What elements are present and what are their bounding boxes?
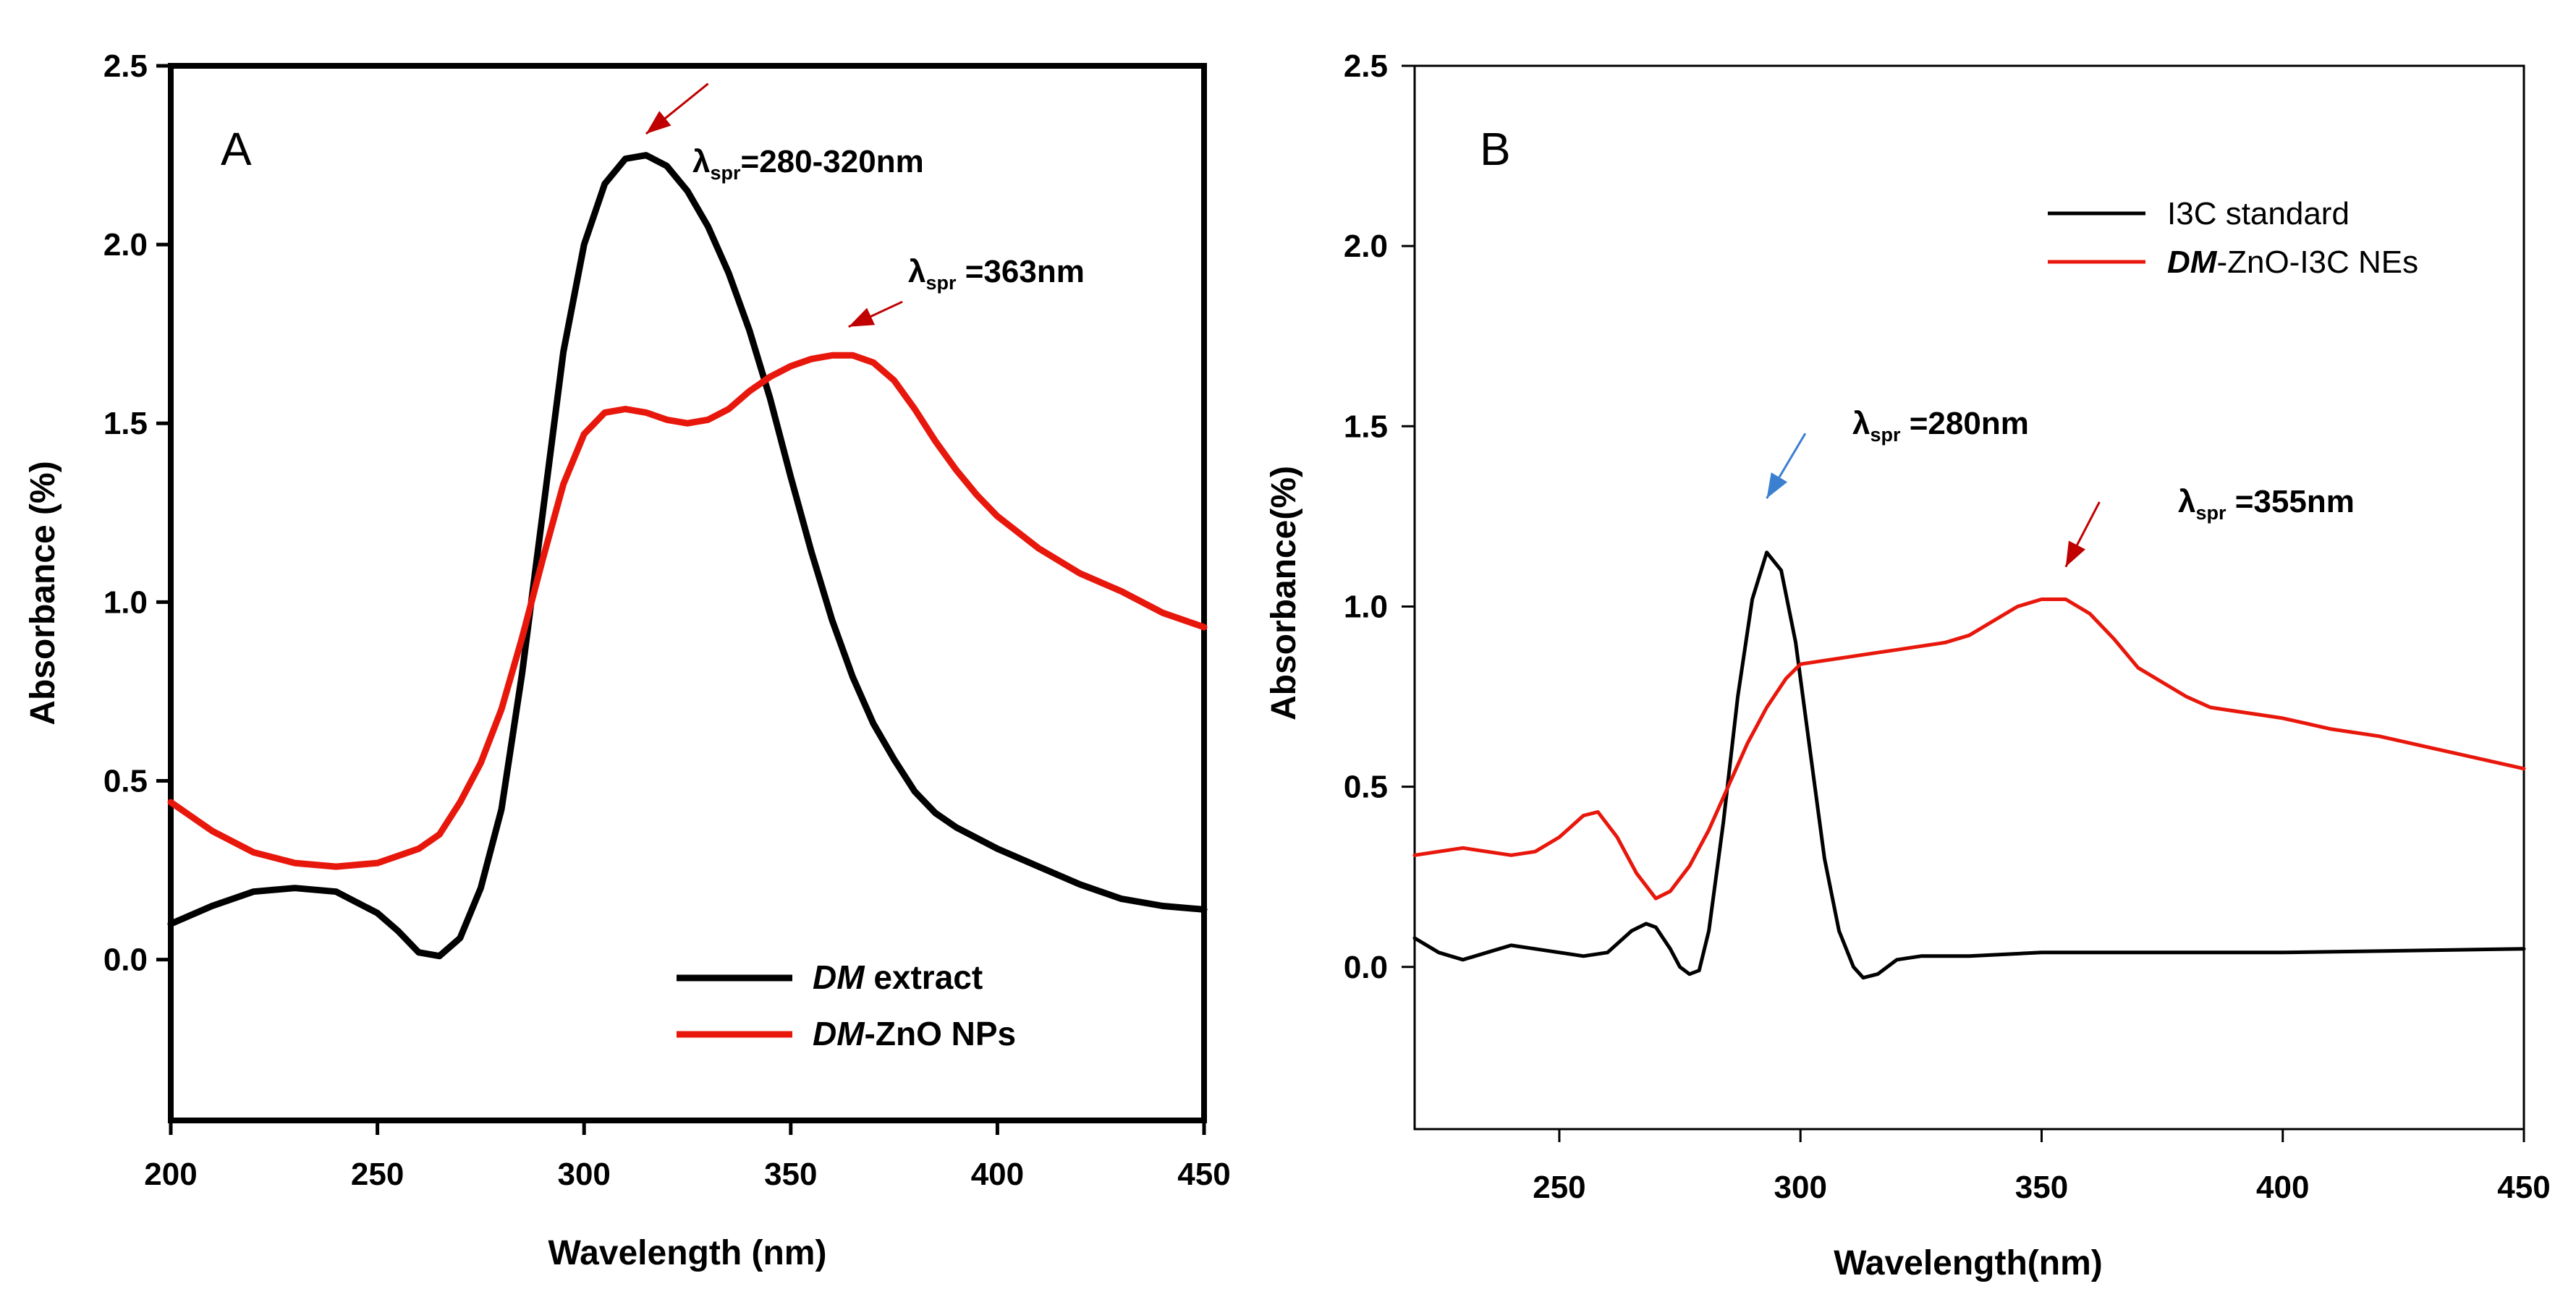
chart-a-annotation-arrowhead [848,307,876,327]
chart-b-annotation-label: λspr =280nm [1852,406,2029,446]
chart-a-series-line-1 [167,152,1208,960]
chart-b-x-axis-label: Wavelength(nm) [1834,1244,2103,1282]
chart-a-x-tick-label: 200 [144,1157,197,1192]
chart-b-legend-entry: DM-ZnO-I3C NEs [2167,244,2418,280]
chart-b-x-tick-label: 350 [2015,1170,2068,1205]
chart-a-y-axis-label: Absorbance (%) [24,461,62,725]
chart-a-y-tick-label: 1.5 [103,406,148,441]
panel-a: 0.0 0.5 1.0 1.5 2.0 2.5 200 250 300 350 400 450 Wave… [24,48,1231,1272]
chart-b-series-line-2 [1412,597,2526,901]
chart-b-y-tick-label: 2.5 [1344,48,1388,84]
chart-a-x-tick-label: 350 [764,1157,817,1192]
chart-a-y-tick-label: 2.5 [103,48,148,84]
chart-b-x-tick-label: 300 [1774,1170,1827,1205]
chart-a-annotation-arrowhead [645,111,671,134]
chart-a-annotation-label: λspr =363nm [908,254,1085,294]
chart-b-frame [1413,64,2525,1131]
chart-a-legend-entry: DM-ZnO NPs [813,1015,1016,1052]
chart-a-x-axis-label: Wavelength (nm) [548,1234,827,1272]
chart-b-annotation-arrowhead [1766,472,1788,498]
chart-b-panel-label: B [1480,123,1511,175]
chart-a-y-tick-label: 0.5 [103,763,148,799]
chart-a-x-tick-label: 300 [557,1157,610,1192]
chart-b-annotation-arrowhead [2065,540,2086,567]
chart-a-frame [168,63,1207,1123]
chart-a-x-tick-label: 400 [971,1157,1024,1192]
chart-a-y-tick-label: 0.0 [103,943,148,978]
chart-b-y-tick-label: 1.0 [1344,589,1388,624]
chart-b-x-tick-label: 250 [1533,1170,1585,1205]
chart-b-annotation-label: λspr =355nm [2178,484,2355,524]
chart-b-x-tick-label: 450 [2497,1170,2550,1205]
chart-a-y-tick-label: 1.0 [103,584,148,620]
chart-b-x-tick-label: 400 [2256,1170,2309,1205]
chart-b-y-tick-label: 0.5 [1344,770,1388,805]
chart-b-y-tick-label: 0.0 [1344,950,1388,985]
chart-a-x-tick-label: 450 [1177,1157,1230,1192]
chart-a-legend-entry: DM extract [813,958,983,996]
panel-b: 0.0 0.5 1.0 1.5 2.0 2.5 250 300 350 400 450 Wavelen… [1265,48,2551,1282]
chart-b-series-line-1 [1412,550,2526,980]
chart-b-y-axis-label: Absorbance(%) [1265,466,1303,720]
chart-a-y-tick-label: 2.0 [103,227,148,263]
chart-a-annotation-label: λspr=280-320nm [692,144,924,184]
chart-b-y-tick-label: 1.5 [1344,409,1388,444]
chart-b-y-tick-label: 2.0 [1344,229,1388,264]
chart-b-legend-entry: I3C standard [2167,196,2350,231]
chart-a-panel-label: A [221,123,252,175]
chart-a-x-tick-label: 250 [351,1157,404,1192]
chart-a-series-line-2 [167,352,1208,870]
